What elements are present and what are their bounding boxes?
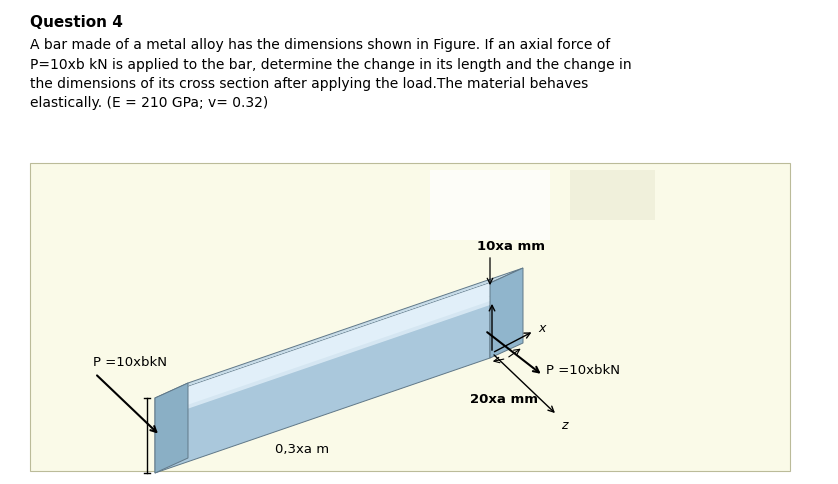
Text: Question 4: Question 4 xyxy=(30,15,123,30)
Text: P =10xbkN: P =10xbkN xyxy=(93,357,167,369)
Text: 0,3xa m: 0,3xa m xyxy=(276,443,329,456)
Polygon shape xyxy=(490,268,523,358)
Polygon shape xyxy=(155,383,188,473)
Bar xyxy=(30,163,790,471)
Text: 10xa mm: 10xa mm xyxy=(477,240,545,253)
Text: P =10xbkN: P =10xbkN xyxy=(546,364,620,377)
Text: y: y xyxy=(489,284,496,297)
Polygon shape xyxy=(155,268,523,398)
Text: 20xa mm: 20xa mm xyxy=(470,393,538,406)
Polygon shape xyxy=(155,283,490,420)
Polygon shape xyxy=(155,283,490,416)
Bar xyxy=(430,170,550,240)
Text: A bar made of a metal alloy has the dimensions shown in Figure. If an axial forc: A bar made of a metal alloy has the dime… xyxy=(30,38,632,110)
Text: z: z xyxy=(561,419,567,432)
Polygon shape xyxy=(155,283,490,473)
Bar xyxy=(570,170,655,220)
Text: x: x xyxy=(538,322,546,335)
